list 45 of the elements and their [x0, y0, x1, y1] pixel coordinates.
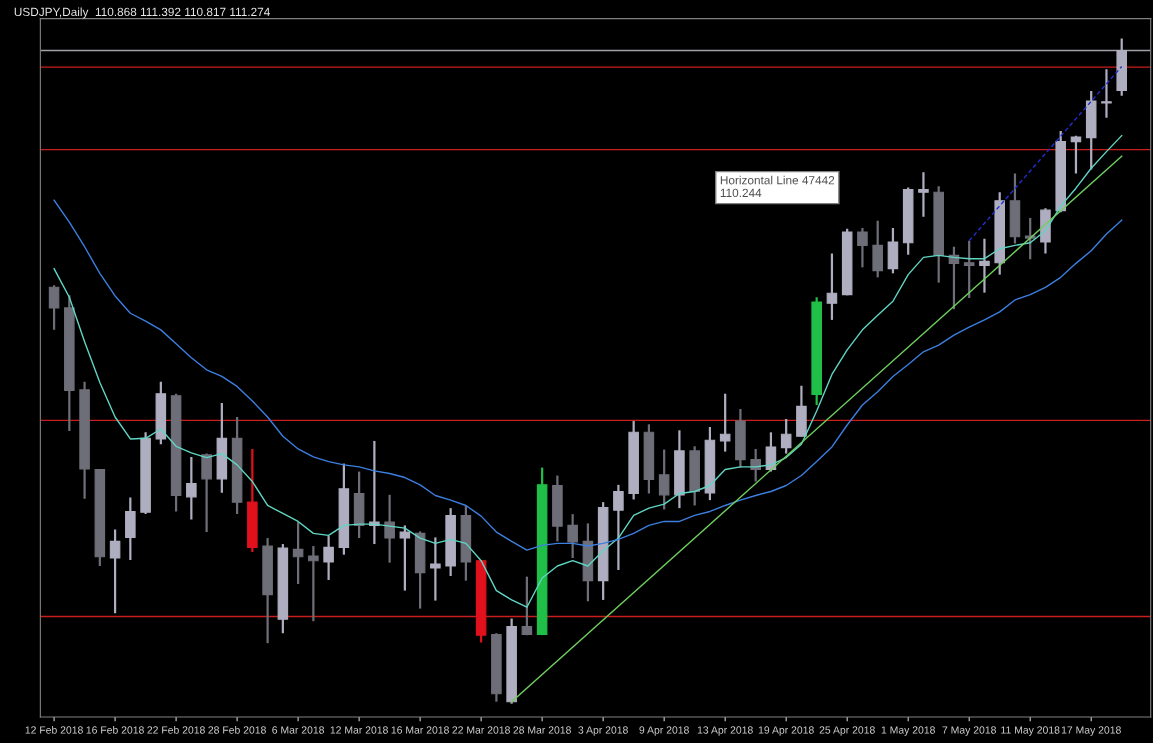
- x-tick-label: 25 Apr 2018: [819, 726, 875, 736]
- candlestick: [719, 392, 731, 453]
- x-tick-label: 1 May 2018: [881, 726, 935, 736]
- chart-title: USDJPY,Daily 110.868 111.392 110.817 111.274: [14, 7, 270, 19]
- x-tick-label: 28 Feb 2018: [208, 726, 266, 734]
- x-tick-label: 17 May 2018: [1061, 726, 1121, 736]
- x-tick-label: 11 May 2018: [1001, 726, 1060, 736]
- candlestick: [109, 528, 121, 615]
- x-tick-label: 13 Apr 2018: [697, 726, 753, 736]
- candlestick: [308, 544, 319, 623]
- candlestick: [292, 520, 304, 586]
- x-tick-label: 22 Mar 2018: [452, 726, 510, 734]
- candlestick: [567, 513, 578, 560]
- candlestick: [323, 534, 334, 582]
- candlestick: [201, 452, 212, 534]
- x-tick-label: 16 Mar 2018: [391, 726, 449, 734]
- candlestick: [918, 171, 929, 218]
- candlestick: [1070, 134, 1082, 175]
- candlestick: [979, 237, 990, 294]
- candlestick: [780, 417, 792, 455]
- x-tick-label: 12 Feb 2018: [25, 726, 83, 734]
- candlestick: [399, 524, 411, 592]
- candlestick: [963, 239, 975, 300]
- x-tick-label: 22 Feb 2018: [147, 726, 205, 734]
- candlestick: [521, 575, 533, 637]
- candlestick: [1024, 217, 1036, 261]
- candlestick: [384, 493, 395, 564]
- x-tick-label: 6 Mar 2018: [272, 726, 325, 734]
- candlestick: [857, 226, 868, 269]
- annotation: Horizontal Line 47442 110.244: [720, 175, 835, 198]
- candlestick: [658, 448, 670, 511]
- candlestick: [186, 455, 197, 521]
- x-tick-label: 12 Mar 2018: [330, 726, 388, 734]
- x-tick-label: 16 Feb 2018: [86, 726, 144, 734]
- candlestick: [613, 483, 624, 572]
- candlestick: [826, 252, 838, 321]
- candlestick: [430, 536, 441, 602]
- x-tick-label: 9 Apr 2018: [639, 726, 689, 736]
- x-tick-label: 19 Apr 2018: [758, 726, 814, 736]
- candlestick: [48, 284, 60, 331]
- x-tick-label: 7 May 2018: [942, 726, 996, 736]
- candlestick: [750, 447, 761, 483]
- x-tick-label: 28 Mar 2018: [513, 726, 571, 734]
- candlestick: [1101, 68, 1112, 119]
- x-tick-label: 3 Apr 2018: [578, 726, 628, 736]
